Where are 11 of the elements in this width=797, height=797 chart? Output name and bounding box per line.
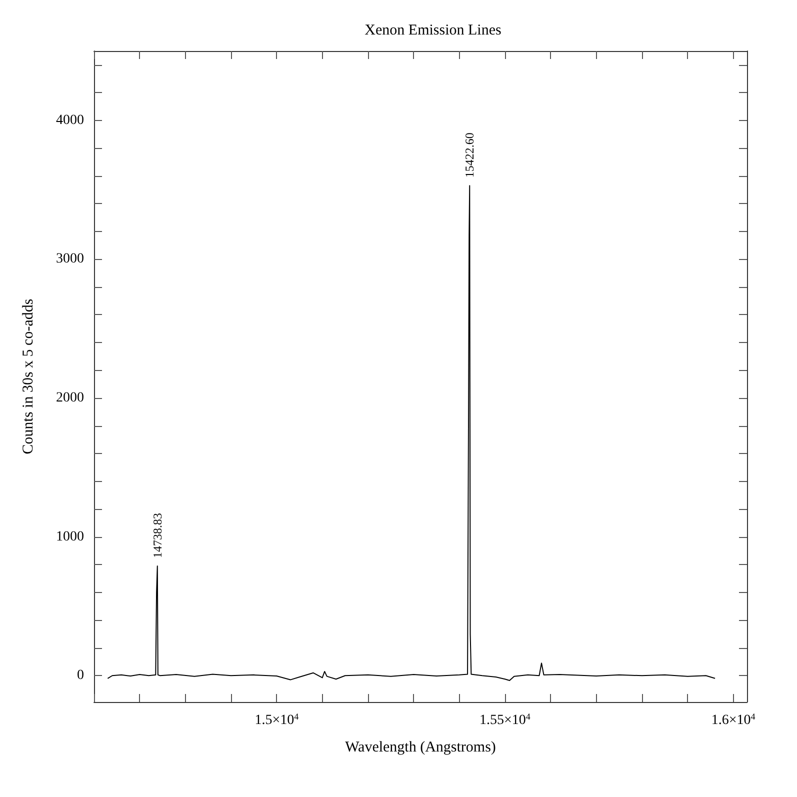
line-series [107,185,716,681]
y-axis-title: Counts in 30s x 5 co-adds [20,298,36,454]
y-tick-label: 3000 [56,252,84,267]
chart-title: Xenon Emission Lines [364,22,502,38]
y-tick-label: 0 [77,668,84,684]
y-tick-label: 4000 [56,112,84,128]
annotation: 15422.60 [462,132,477,178]
y-tick-label: 1000 [56,529,84,544]
y-tick-label: 2000 [56,390,84,406]
annotation: 14738.83 [150,512,164,558]
x-axis-title: Wavelength (Angstroms) [345,740,496,756]
